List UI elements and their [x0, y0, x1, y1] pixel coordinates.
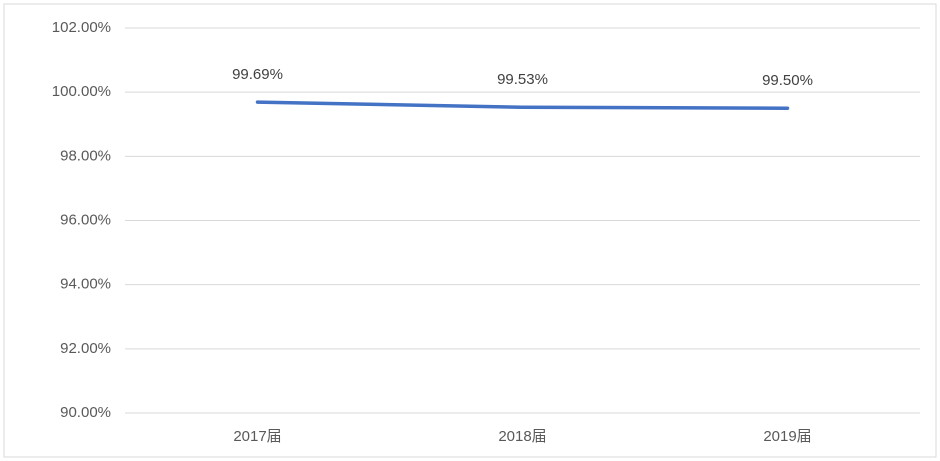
y-tick-label: 96.00%	[60, 211, 111, 228]
y-tick-label: 100.00%	[52, 83, 111, 100]
chart-border	[3, 3, 937, 458]
data-label: 99.53%	[497, 71, 548, 88]
x-tick-label: 2018届	[498, 428, 546, 445]
x-tick-label: 2017届	[233, 428, 281, 445]
y-tick-label: 102.00%	[52, 19, 111, 36]
y-tick-label: 98.00%	[60, 147, 111, 164]
y-tick-label: 94.00%	[60, 276, 111, 293]
line-series	[255, 100, 790, 110]
y-tick-label: 92.00%	[60, 340, 111, 357]
y-tick-label: 90.00%	[60, 404, 111, 421]
x-tick-label: 2019届	[763, 428, 811, 445]
data-label: 99.69%	[232, 66, 283, 83]
data-label: 99.50%	[762, 72, 813, 89]
